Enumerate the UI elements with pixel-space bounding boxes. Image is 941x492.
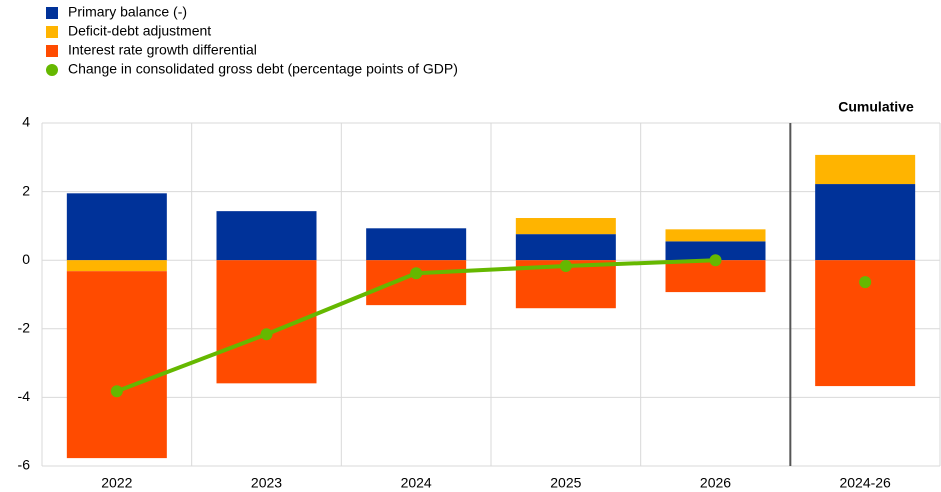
- legend-label: Primary balance (-): [68, 4, 187, 20]
- point: [859, 276, 872, 289]
- annotation: Cumulative: [838, 99, 914, 115]
- bar: [66, 271, 167, 459]
- y-tick-label: -2: [18, 320, 31, 336]
- point: [559, 260, 572, 273]
- y-tick-label: 2: [22, 182, 30, 198]
- x-tick-label: 2024: [401, 475, 432, 491]
- legend-marker: [46, 7, 58, 19]
- legend-label: Change in consolidated gross debt (perce…: [68, 61, 458, 77]
- x-tick-label: 2025: [550, 475, 581, 491]
- point: [260, 328, 273, 341]
- bar: [815, 154, 916, 185]
- legend-marker: [46, 45, 58, 57]
- point: [110, 385, 123, 398]
- legend-marker: [46, 26, 58, 38]
- legend-label: Interest rate growth differential: [68, 42, 257, 58]
- y-tick-label: 0: [22, 251, 30, 267]
- y-tick-label: -6: [18, 457, 31, 473]
- x-tick-label: 2024-26: [839, 475, 891, 491]
- bar: [665, 229, 766, 242]
- bar: [66, 193, 167, 261]
- bar: [216, 211, 317, 261]
- x-tick-label: 2026: [700, 475, 731, 491]
- legend-label: Deficit-debt adjustment: [68, 23, 211, 39]
- bar: [515, 218, 616, 235]
- bar: [515, 234, 616, 261]
- bar: [665, 241, 766, 261]
- bar: [815, 184, 916, 261]
- bar: [66, 260, 167, 272]
- x-tick-label: 2023: [251, 475, 282, 491]
- legend-marker: [46, 64, 58, 76]
- y-tick-label: 4: [22, 114, 30, 130]
- point: [410, 267, 423, 280]
- x-tick-label: 2022: [101, 475, 132, 491]
- bar: [366, 228, 467, 261]
- point: [709, 254, 722, 267]
- bar: [366, 260, 467, 306]
- y-tick-label: -4: [18, 388, 31, 404]
